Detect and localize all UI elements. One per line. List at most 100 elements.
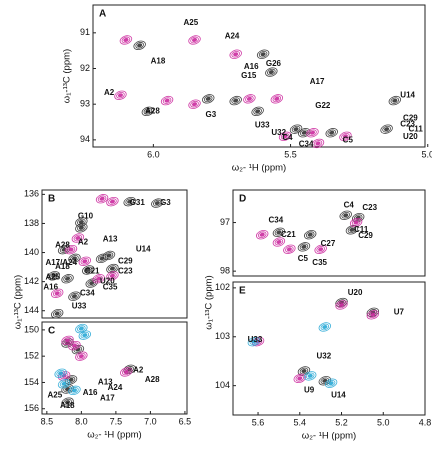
contour <box>120 367 133 377</box>
contour <box>282 134 288 139</box>
peak <box>325 128 338 138</box>
peak-label: G15 <box>241 71 257 80</box>
contour <box>309 130 316 135</box>
peak <box>106 271 119 281</box>
contour <box>338 302 345 307</box>
contour <box>314 244 327 254</box>
peak-label: C21 <box>85 267 100 276</box>
x-axis-label: ω₂- ¹H (ppm) <box>87 430 141 441</box>
peak <box>311 138 325 149</box>
peak <box>82 265 95 275</box>
contour <box>256 230 269 240</box>
y-tick-label: 138 <box>24 218 39 228</box>
peak-label: A16 <box>43 283 58 292</box>
contour <box>297 242 311 252</box>
peak <box>270 94 284 104</box>
y-tick-label: 144 <box>24 305 39 315</box>
contour <box>349 227 355 232</box>
contour <box>318 247 324 252</box>
contour <box>188 99 201 109</box>
peak-label: C11 <box>409 125 424 134</box>
peak-label: C4 <box>282 133 293 142</box>
peak-label: U9 <box>304 386 315 395</box>
peak <box>64 244 78 255</box>
contour <box>80 331 90 339</box>
peak-label: C27 <box>321 239 336 248</box>
y-tick-label: 98 <box>220 266 230 276</box>
contour <box>274 228 284 236</box>
peak <box>256 230 269 240</box>
y-tick-label: 102 <box>215 282 230 292</box>
contour <box>205 96 211 101</box>
peak <box>95 194 109 204</box>
x-tick-label: 5.6 <box>252 417 265 427</box>
x-tick-label: 5.0 <box>421 149 432 159</box>
peak-label: C23 <box>118 267 133 276</box>
contour <box>108 198 117 205</box>
panel-label: D <box>239 194 246 205</box>
contour <box>233 52 239 57</box>
contour <box>260 52 266 57</box>
panel-label: C <box>48 326 55 337</box>
contour <box>109 199 115 204</box>
peak-label: A25 <box>45 272 60 281</box>
peak-label: C23 <box>362 203 377 212</box>
contour <box>270 94 284 104</box>
peak <box>114 90 127 100</box>
contour <box>301 130 307 135</box>
contour <box>75 323 88 334</box>
contour <box>286 247 292 252</box>
y-axis-label: ω₁-¹³C (ppm) <box>62 49 73 103</box>
y-tick-label: 91 <box>80 27 90 37</box>
y-tick-label: 97 <box>220 217 230 227</box>
contour <box>114 90 127 100</box>
peak-label: C21 <box>281 230 296 239</box>
contour <box>325 128 338 138</box>
contour <box>293 373 306 384</box>
contour <box>311 138 325 149</box>
contour <box>68 291 81 301</box>
contour <box>255 109 261 114</box>
contour <box>388 95 402 106</box>
contour <box>256 49 270 59</box>
contour <box>50 308 64 319</box>
peak <box>314 244 327 254</box>
peak-label: C5 <box>343 136 354 145</box>
contour <box>78 330 92 340</box>
contour <box>137 43 143 48</box>
contour <box>160 95 174 106</box>
contour <box>337 301 346 309</box>
contour <box>203 95 213 103</box>
y-tick-label: 136 <box>24 189 39 199</box>
contour <box>87 279 96 287</box>
contour <box>52 310 62 317</box>
x-tick-label: 4.8 <box>419 417 432 427</box>
y-tick-label: 103 <box>215 331 230 341</box>
peak-label: C11 <box>354 225 369 234</box>
contour <box>54 368 67 378</box>
contour <box>339 210 352 220</box>
peak-label: A28 <box>55 240 70 249</box>
peak <box>68 253 81 264</box>
contour <box>274 238 284 246</box>
peak-label: A2 <box>78 237 89 246</box>
peak-label: C23 <box>400 120 415 129</box>
contour <box>104 252 114 259</box>
contour <box>61 397 74 407</box>
contour <box>70 387 79 394</box>
peak <box>92 274 105 284</box>
contour <box>318 376 332 386</box>
contour <box>233 98 239 103</box>
panel-label: B <box>48 194 55 205</box>
peak-label: U20 <box>348 288 363 297</box>
y-tick-label: 93 <box>80 99 90 109</box>
contour <box>58 371 64 376</box>
contour <box>68 385 81 396</box>
peak-label: C29 <box>118 256 133 265</box>
peak-label: U7 <box>394 307 405 316</box>
peak <box>106 196 119 207</box>
contour <box>151 198 164 208</box>
contour <box>154 201 160 206</box>
x-tick-label: 6.0 <box>147 149 160 159</box>
peak <box>339 131 352 141</box>
